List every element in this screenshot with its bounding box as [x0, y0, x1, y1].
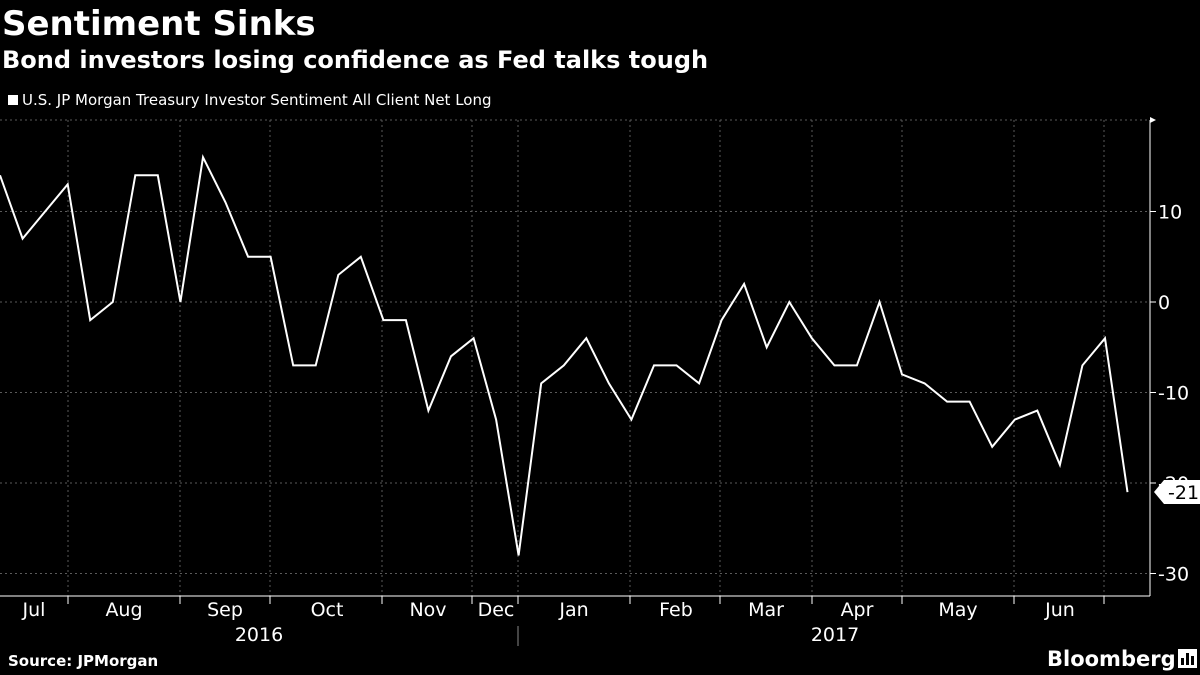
x-tick-label: Feb	[659, 599, 693, 621]
data-point	[405, 319, 407, 321]
y-tick-label: -30	[1158, 564, 1189, 586]
data-point	[946, 401, 948, 403]
data-point	[608, 382, 610, 384]
data-point	[89, 319, 91, 321]
data-point	[270, 256, 272, 258]
x-tick-label: Aug	[105, 599, 142, 621]
data-point	[540, 382, 542, 384]
data-point	[473, 337, 475, 339]
data-point	[833, 364, 835, 366]
data-point	[788, 301, 790, 303]
data-point	[721, 319, 723, 321]
last-value-label: -21	[1168, 482, 1199, 504]
data-point	[1059, 464, 1061, 466]
y-axis-arrow-icon	[1150, 117, 1156, 123]
data-point	[878, 301, 880, 303]
data-point	[856, 364, 858, 366]
data-point	[901, 373, 903, 375]
data-point	[495, 419, 497, 421]
data-point	[1081, 364, 1083, 366]
x-tick-label: Jan	[558, 599, 588, 621]
chart-subtitle: Bond investors losing confidence as Fed …	[2, 46, 709, 74]
data-point	[743, 283, 745, 285]
bloomberg-logo: Bloomberg	[1047, 647, 1176, 671]
legend: U.S. JP Morgan Treasury Investor Sentime…	[8, 90, 492, 110]
data-point	[427, 410, 429, 412]
y-tick-label: 0	[1158, 292, 1170, 314]
data-point	[67, 183, 69, 185]
source-note: Source: JPMorgan	[8, 652, 159, 670]
data-point	[450, 355, 452, 357]
data-point	[382, 319, 384, 321]
legend-swatch	[8, 95, 18, 105]
data-point	[563, 364, 565, 366]
data-point	[924, 382, 926, 384]
x-tick-label: Mar	[748, 599, 784, 621]
data-point	[360, 256, 362, 258]
data-point	[585, 337, 587, 339]
data-point	[991, 446, 993, 448]
data-point	[112, 301, 114, 303]
x-tick-label: Apr	[841, 599, 874, 621]
data-point	[630, 419, 632, 421]
data-point	[1104, 337, 1106, 339]
data-point	[811, 337, 813, 339]
data-point	[179, 301, 181, 303]
series-line	[0, 153, 1129, 556]
data-point	[22, 238, 24, 240]
data-point	[292, 364, 294, 366]
data-point	[134, 174, 136, 176]
year-label: 2016	[235, 624, 283, 646]
y-tick-label: 10	[1158, 202, 1182, 224]
data-point	[653, 364, 655, 366]
data-point	[44, 211, 46, 213]
data-point	[157, 174, 159, 176]
y-tick-label: -10	[1158, 383, 1189, 405]
x-tick-label: Nov	[409, 599, 446, 621]
x-tick-label: Jul	[22, 599, 46, 621]
data-point	[225, 201, 227, 203]
data-point	[766, 346, 768, 348]
data-point	[202, 156, 204, 158]
data-point	[315, 364, 317, 366]
x-tick-label: Oct	[311, 599, 344, 621]
x-tick-label: Jun	[1044, 599, 1075, 621]
x-tick-label: May	[938, 599, 977, 621]
data-point	[247, 256, 249, 258]
data-point	[698, 382, 700, 384]
year-label: 2017	[811, 624, 859, 646]
data-point	[1036, 410, 1038, 412]
legend-label: U.S. JP Morgan Treasury Investor Sentime…	[22, 91, 492, 109]
data-point	[1014, 419, 1016, 421]
x-tick-label: Sep	[207, 599, 243, 621]
chart-title: Sentiment Sinks	[2, 4, 316, 44]
chart-icon	[1178, 649, 1197, 668]
last-value-badge	[1154, 480, 1200, 505]
data-point	[676, 364, 678, 366]
data-point	[969, 401, 971, 403]
data-point	[337, 274, 339, 276]
x-tick-label: Dec	[478, 599, 515, 621]
data-point	[518, 554, 520, 556]
data-point	[1127, 491, 1129, 493]
